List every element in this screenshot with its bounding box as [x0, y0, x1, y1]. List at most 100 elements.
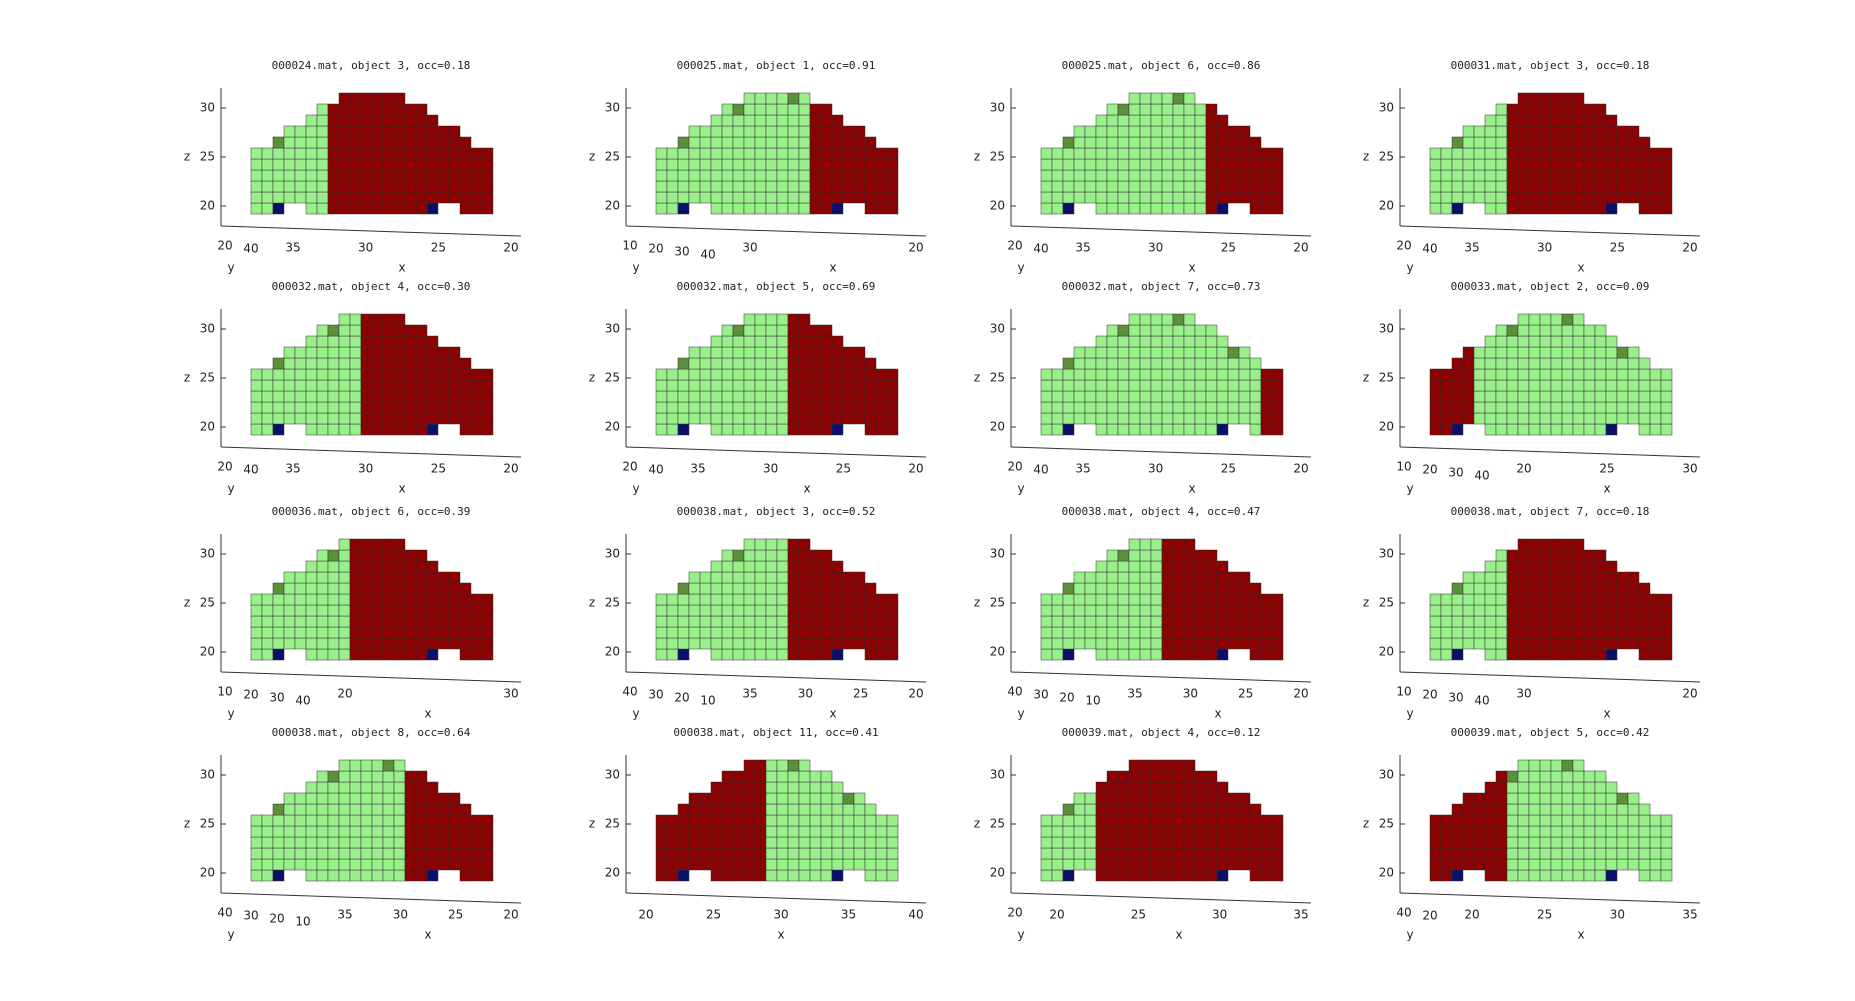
- voxel: [886, 847, 899, 860]
- voxel: [1462, 825, 1475, 838]
- voxel: [809, 604, 822, 617]
- voxel: [250, 858, 263, 871]
- voxel: [338, 379, 351, 392]
- voxel: [1073, 571, 1086, 584]
- z-tick-label: 25: [990, 150, 1005, 164]
- voxel: [1462, 814, 1475, 827]
- voxel: [1528, 136, 1541, 149]
- voxel: [820, 357, 833, 370]
- voxel: [853, 858, 866, 871]
- voxel: [481, 615, 494, 628]
- voxel: [1216, 401, 1229, 414]
- voxel: [732, 770, 745, 783]
- voxel: [1429, 814, 1442, 827]
- voxel: [776, 593, 789, 606]
- voxel: [787, 180, 800, 193]
- voxel: [1506, 637, 1519, 650]
- x-axis-label: x: [398, 261, 405, 275]
- voxel: [688, 368, 701, 381]
- voxel: [261, 869, 274, 882]
- voxel: [371, 560, 384, 573]
- voxel: [1095, 781, 1108, 794]
- voxel: [371, 637, 384, 650]
- voxel: [1216, 346, 1229, 359]
- voxel: [666, 368, 679, 381]
- bottom-axis: [220, 892, 522, 904]
- voxel: [1506, 792, 1519, 805]
- voxel: [1594, 560, 1607, 573]
- voxel: [1150, 792, 1163, 805]
- voxel: [710, 792, 723, 805]
- voxel: [732, 191, 745, 204]
- voxel: [809, 626, 822, 639]
- voxel: [1440, 836, 1453, 849]
- x-tick-label: 25: [1610, 241, 1625, 255]
- voxel: [338, 648, 351, 661]
- voxel: [1583, 604, 1596, 617]
- voxel: [448, 379, 461, 392]
- y-tick-label: 20: [217, 460, 232, 474]
- voxel: [1095, 560, 1108, 573]
- y-tick-label: 20: [1422, 688, 1437, 702]
- voxel: [1605, 412, 1618, 425]
- voxel: [1106, 637, 1119, 650]
- voxel: [655, 169, 668, 182]
- voxel: [699, 825, 712, 838]
- voxel: [1473, 582, 1486, 595]
- y-axis-label: y: [1406, 261, 1413, 275]
- voxel: [448, 357, 461, 370]
- voxel: [1161, 92, 1174, 105]
- voxel: [1194, 357, 1207, 370]
- voxel: [1594, 147, 1607, 160]
- voxel: [1561, 158, 1574, 171]
- voxel: [437, 836, 450, 849]
- voxel: [1238, 147, 1251, 160]
- voxel: [1117, 571, 1130, 584]
- voxel: [1539, 368, 1552, 381]
- voxel: [1128, 593, 1141, 606]
- voxel: [327, 412, 340, 425]
- voxel: [1616, 158, 1629, 171]
- voxel: [481, 412, 494, 425]
- voxel: [765, 869, 778, 882]
- x-axis-label: x: [1603, 482, 1610, 496]
- voxel: [1627, 858, 1640, 871]
- voxel: [1183, 346, 1196, 359]
- voxel: [1440, 825, 1453, 838]
- voxel: [1216, 158, 1229, 171]
- voxel: [349, 346, 362, 359]
- voxel: [677, 637, 690, 650]
- y-tick-label: 10: [622, 239, 637, 253]
- voxel: [1073, 191, 1086, 204]
- voxel: [415, 582, 428, 595]
- voxel: [459, 147, 472, 160]
- voxel: [393, 836, 406, 849]
- voxel: [1506, 335, 1519, 348]
- voxel: [1117, 390, 1130, 403]
- voxel: [1172, 560, 1185, 573]
- voxel: [382, 626, 395, 639]
- voxel: [1084, 379, 1097, 392]
- voxel: [776, 147, 789, 160]
- voxel: [1627, 180, 1640, 193]
- voxel: [699, 136, 712, 149]
- voxel: [1227, 346, 1240, 359]
- voxel: [776, 781, 789, 794]
- voxel: [470, 615, 483, 628]
- voxel: [776, 538, 789, 551]
- voxel: [283, 412, 296, 425]
- voxel: [1051, 390, 1064, 403]
- voxel: [404, 814, 417, 827]
- z-tick-label: 20: [200, 199, 215, 213]
- voxel: [1260, 180, 1273, 193]
- voxel: [1495, 858, 1508, 871]
- voxel: [1040, 615, 1053, 628]
- voxel: [1517, 147, 1530, 160]
- voxel: [1128, 637, 1141, 650]
- voxel: [1462, 379, 1475, 392]
- voxel: [1583, 357, 1596, 370]
- voxel: [448, 147, 461, 160]
- voxel: [1205, 637, 1218, 650]
- voxel: [1183, 582, 1196, 595]
- voxel: [754, 180, 767, 193]
